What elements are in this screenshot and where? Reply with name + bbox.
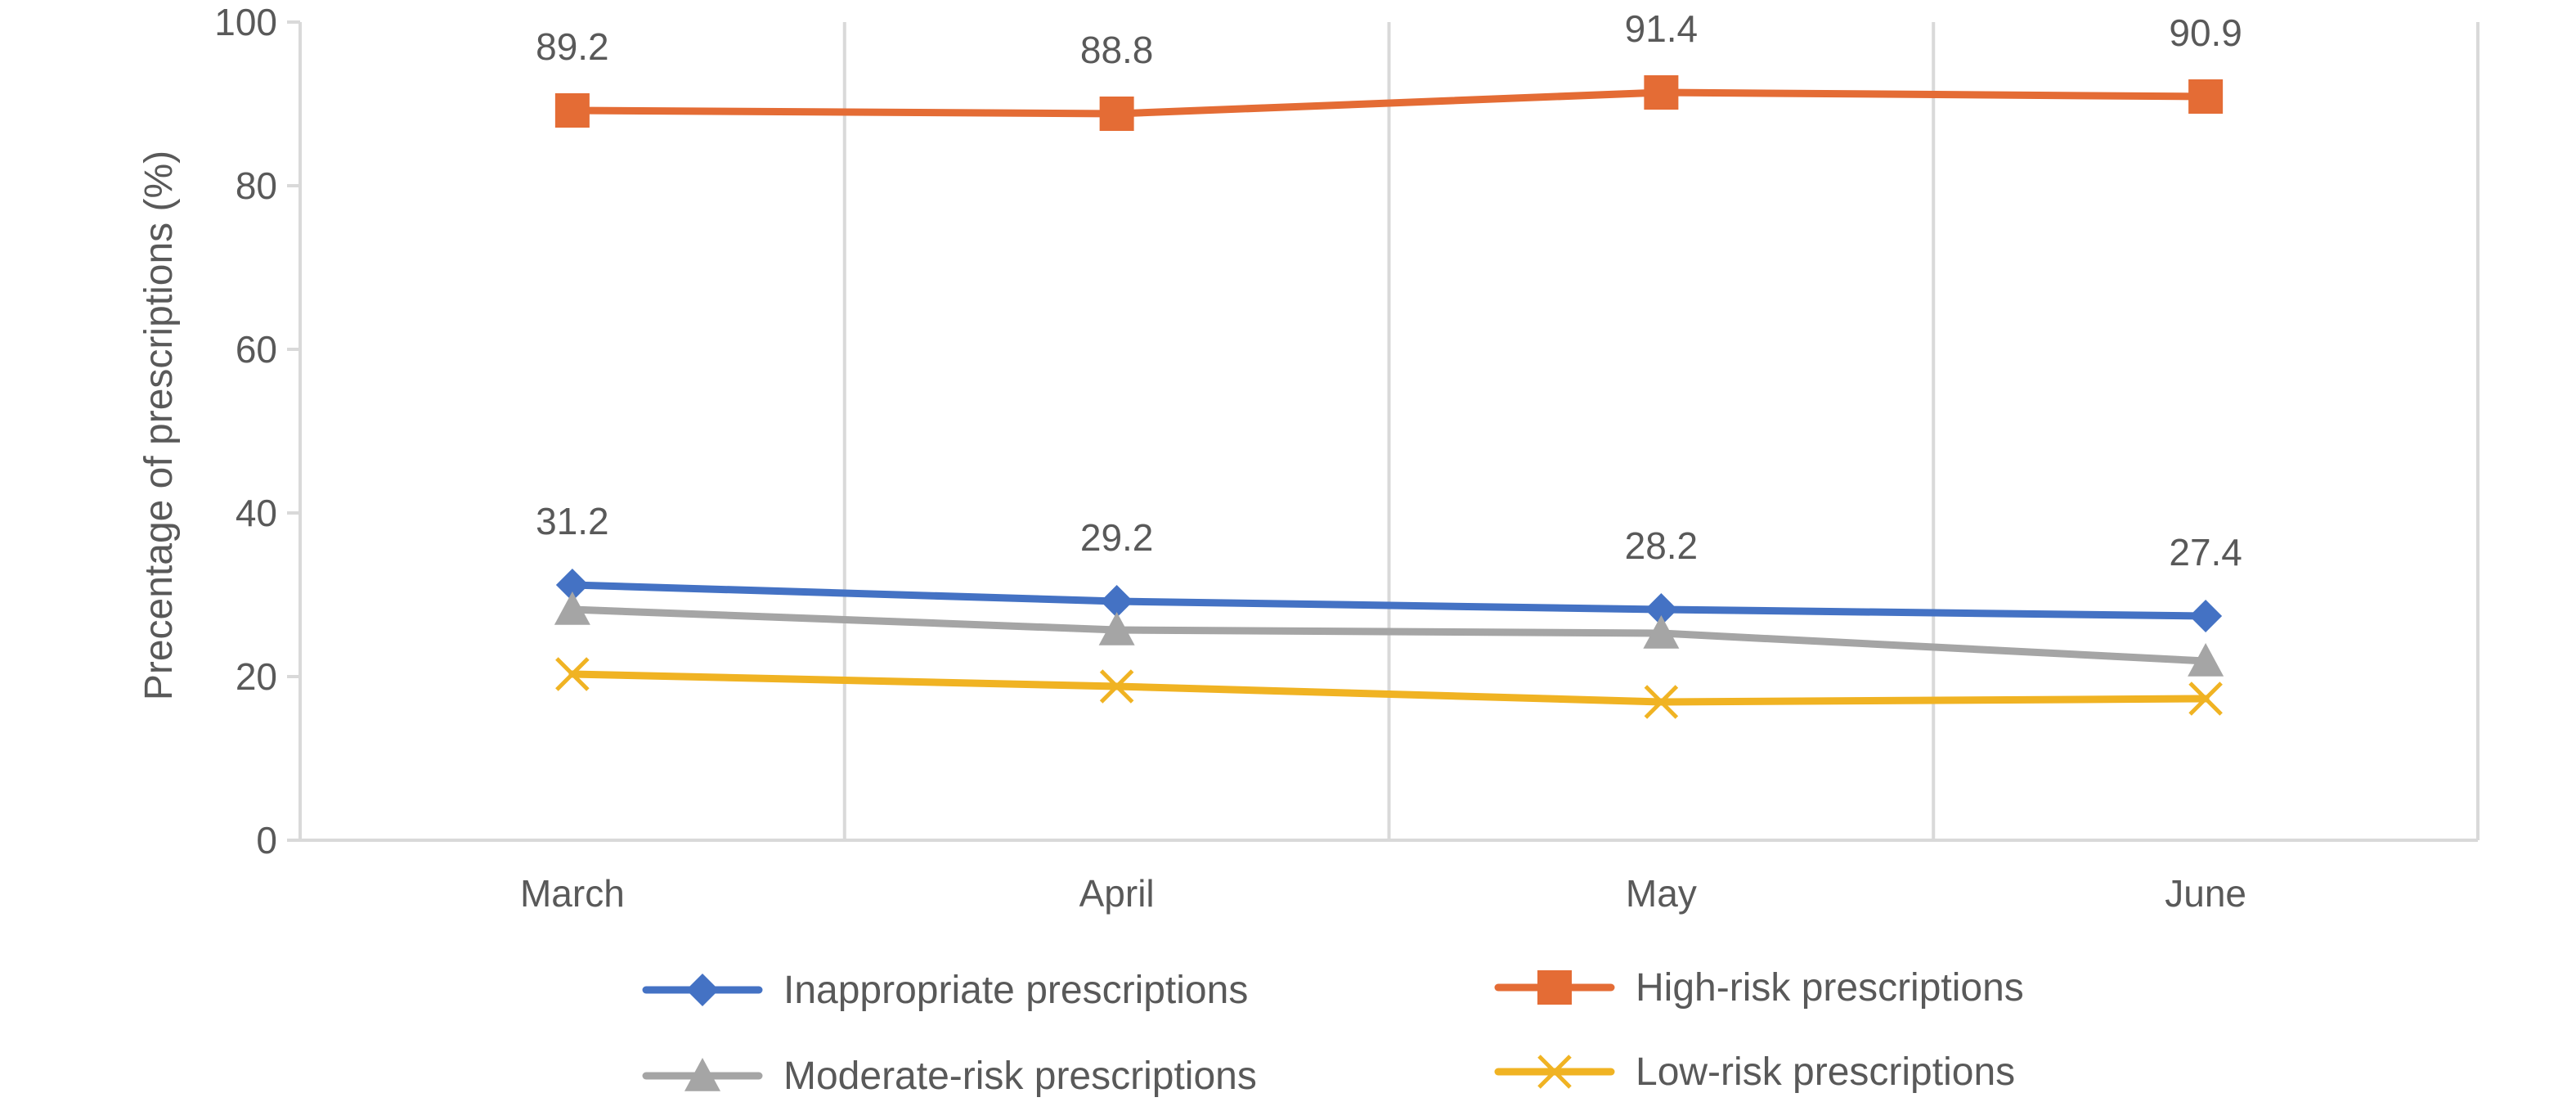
data-label: 29.2: [1080, 516, 1154, 559]
x-marker: [1644, 685, 1679, 719]
legend-label: High-risk prescriptions: [1636, 966, 2024, 1010]
series-line: [568, 605, 2210, 665]
data-label: 90.9: [2169, 11, 2242, 54]
square-marker: [2188, 79, 2224, 114]
legend-item: Inappropriate prescriptions: [642, 969, 1248, 1012]
legend-label: Inappropriate prescriptions: [783, 969, 1248, 1012]
legend: Inappropriate prescriptions High-risk pre…: [642, 966, 2024, 1098]
data-label: 89.2: [536, 25, 609, 68]
square-marker: [1644, 75, 1679, 110]
diamond-marker: [555, 569, 589, 601]
triangle-marker: [554, 591, 590, 625]
data-label: 91.4: [1625, 7, 1699, 50]
diamond-marker: [1100, 585, 1133, 618]
y-tick-label: 80: [236, 164, 277, 207]
triangle-marker: [684, 1058, 720, 1091]
square-marker: [554, 93, 590, 128]
x-marker-stroke: [555, 657, 590, 691]
y-tick-label: 60: [236, 328, 277, 371]
triangle-marker: [2188, 643, 2224, 677]
data-label: 28.2: [1625, 524, 1699, 567]
x-tick-label: June: [2165, 872, 2246, 915]
x-marker: [1099, 669, 1134, 704]
triangle-marker: [1643, 615, 1680, 649]
legend-label: Moderate-risk prescriptions: [783, 1055, 1257, 1098]
gridlines: [298, 22, 2480, 840]
triangle-marker: [1098, 612, 1135, 645]
diamond-marker: [686, 974, 719, 1006]
data-label: 88.8: [1080, 29, 1154, 71]
data-label: 31.2: [536, 500, 609, 542]
y-tick-label: 100: [214, 1, 277, 43]
series-line: [568, 581, 2210, 620]
axes: 0 20 40 60 80 100 March April May June: [214, 1, 2478, 915]
diamond-marker: [2189, 600, 2223, 632]
x-marker-stroke: [1099, 669, 1134, 704]
square-marker: [1537, 970, 1572, 1005]
x-marker: [1537, 1055, 1572, 1089]
y-tick-label: 20: [236, 655, 277, 698]
diamond-marker: [1645, 593, 1678, 626]
y-axis-title: Precentage of prescriptions (%): [137, 151, 181, 700]
legend-label: Low-risk prescriptions: [1636, 1050, 2015, 1094]
x-tick-label: April: [1079, 872, 1155, 915]
x-marker-stroke: [1644, 685, 1679, 719]
legend-item: Low-risk prescriptions: [1494, 1050, 2015, 1094]
data-label: 27.4: [2169, 531, 2242, 573]
x-marker-stroke: [2188, 681, 2223, 716]
legend-item: Moderate-risk prescriptions: [642, 1055, 1257, 1098]
x-marker: [555, 657, 590, 691]
series-lines: [554, 75, 2224, 719]
series-line: [568, 88, 2210, 118]
x-marker: [2188, 681, 2223, 716]
x-tick-label: March: [520, 872, 625, 915]
series-line: [568, 670, 2210, 706]
data-labels: 31.2 29.2 28.2 27.4 89.2 88.8 91.4 90.9: [536, 7, 2242, 573]
x-marker-stroke: [1537, 1055, 1572, 1089]
y-tick-label: 0: [256, 819, 277, 861]
y-tick-label: 40: [236, 492, 277, 534]
square-marker: [1099, 97, 1134, 131]
legend-item: High-risk prescriptions: [1494, 966, 2024, 1010]
x-tick-label: May: [1626, 872, 1697, 915]
